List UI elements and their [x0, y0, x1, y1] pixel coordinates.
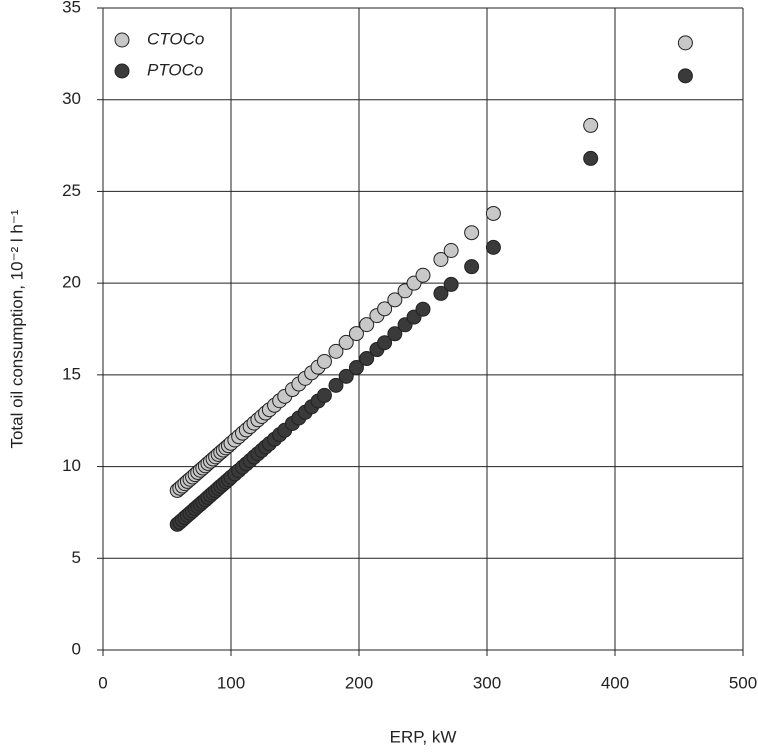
point	[583, 150, 599, 166]
x-tick-label: 500	[729, 673, 757, 692]
point	[677, 35, 693, 51]
x-tick-label: 100	[217, 673, 245, 692]
y-tick-label: 10	[62, 456, 81, 475]
point	[415, 267, 431, 283]
y-tick-label: 5	[72, 548, 81, 567]
x-tick-label: 200	[345, 673, 373, 692]
point	[433, 251, 449, 267]
y-tick-label: 25	[62, 181, 81, 200]
point	[464, 225, 480, 241]
point	[387, 292, 403, 308]
point	[583, 117, 599, 133]
point	[359, 351, 375, 367]
point	[433, 285, 449, 301]
point	[443, 276, 459, 292]
point	[485, 205, 501, 221]
point	[377, 335, 393, 351]
point	[348, 360, 364, 376]
legend-label: PTOCo	[147, 60, 203, 79]
y-axis-label: Total oil consumption, 10⁻² l h⁻¹	[7, 209, 26, 448]
point	[316, 387, 332, 403]
legend-marker	[114, 32, 130, 48]
point	[328, 343, 344, 359]
y-tick-label: 35	[62, 0, 81, 16]
point	[338, 334, 354, 350]
point	[464, 259, 480, 275]
point	[415, 301, 431, 317]
y-tick-label: 0	[72, 639, 81, 658]
point	[677, 68, 693, 84]
point	[387, 326, 403, 342]
x-tick-label: 300	[473, 673, 501, 692]
y-tick-label: 20	[62, 273, 81, 292]
point	[316, 353, 332, 369]
x-tick-label: 400	[601, 673, 629, 692]
x-tick-label: 0	[98, 673, 107, 692]
x-axis-label: ERP, kW	[390, 727, 457, 746]
legend-marker	[114, 63, 130, 79]
point	[359, 317, 375, 333]
point	[377, 301, 393, 317]
point	[443, 242, 459, 258]
point	[348, 326, 364, 342]
y-tick-label: 30	[62, 89, 81, 108]
point	[328, 377, 344, 393]
legend-label: CTOCo	[147, 29, 204, 48]
y-tick-label: 15	[62, 364, 81, 383]
point	[485, 239, 501, 255]
point	[338, 368, 354, 384]
